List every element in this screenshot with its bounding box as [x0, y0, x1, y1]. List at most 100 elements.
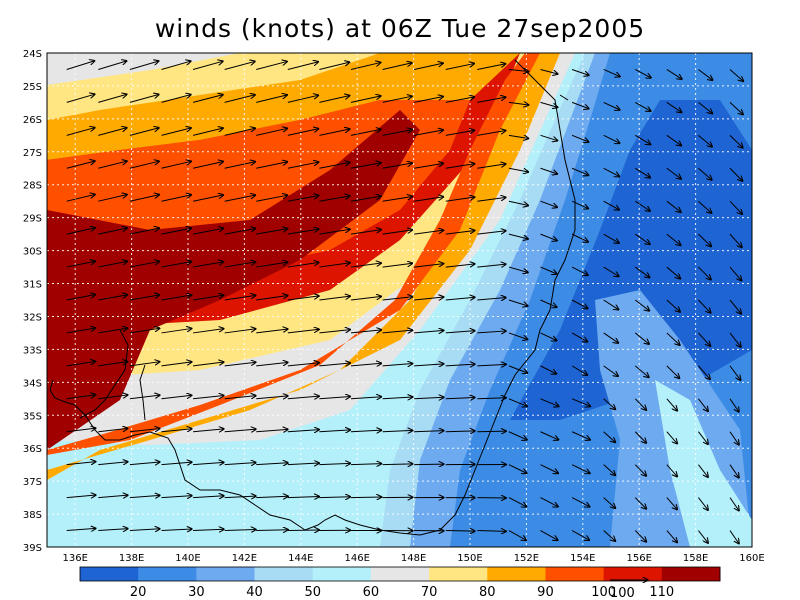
- wind-vector: [287, 229, 319, 235]
- wind-vector: [382, 130, 413, 136]
- wind-vector: [161, 128, 191, 136]
- wind-vector: [445, 364, 475, 366]
- wind-vector: [66, 128, 95, 136]
- wind-vector: [287, 530, 320, 531]
- wind-vector: [414, 364, 444, 366]
- wind-vector: [350, 129, 381, 136]
- colorbar-swatch: [138, 567, 197, 581]
- lon-tick-label: 140E: [175, 553, 200, 564]
- wind-vector: [414, 297, 444, 300]
- wind-vector: [161, 295, 191, 301]
- wind-vector: [161, 161, 191, 169]
- wind-vector: [193, 429, 224, 432]
- wind-vector: [508, 365, 528, 373]
- wind-vector: [414, 330, 444, 333]
- lat-tick-label: 24S: [23, 49, 42, 60]
- wind-vector: [445, 130, 475, 136]
- wind-vector: [414, 397, 444, 399]
- wind-vector: [350, 397, 382, 399]
- wind-vector: [414, 431, 444, 432]
- wind-vector: [382, 397, 413, 399]
- wind-vector: [98, 161, 127, 169]
- wind-vector: [414, 130, 443, 136]
- wind-vector: [319, 96, 349, 103]
- wind-vector: [192, 161, 223, 169]
- wind-vector: [571, 299, 588, 309]
- wind-vector: [382, 196, 413, 202]
- wind-vector: [287, 430, 320, 432]
- wind-vector: [603, 398, 616, 410]
- colorbar-label: 80: [479, 585, 496, 600]
- wind-vector: [256, 162, 287, 169]
- colorbar-label: 40: [246, 585, 263, 600]
- wind-vector: [634, 431, 646, 443]
- wind-vector: [634, 332, 649, 344]
- wind-vector: [666, 464, 678, 477]
- wind-vector: [350, 263, 381, 268]
- wind-vector: [287, 62, 319, 70]
- wind-vector: [161, 496, 192, 498]
- wind-vector: [224, 162, 256, 169]
- wind-vector: [161, 195, 191, 202]
- colorbar-swatch: [80, 567, 139, 581]
- lat-tick-label: 39S: [23, 543, 42, 554]
- wind-vector: [98, 94, 127, 103]
- wind-vector: [540, 398, 559, 407]
- wind-vector: [256, 329, 288, 334]
- wind-vector: [192, 262, 224, 268]
- wind-vector: [319, 463, 350, 464]
- wind-vector: [382, 263, 413, 268]
- wind-vector: [634, 464, 646, 476]
- wind-vector: [666, 398, 678, 411]
- wind-vector: [287, 497, 320, 498]
- colorbar-swatch: [487, 567, 546, 581]
- wind-vector: [66, 228, 96, 235]
- wind-vector: [634, 200, 650, 211]
- wind-vector: [698, 464, 708, 478]
- lat-tick-label: 31S: [23, 280, 42, 291]
- wind-vector: [571, 134, 589, 142]
- wind-vectors: [66, 61, 744, 544]
- lon-tick-label: 144E: [288, 553, 313, 564]
- wind-vector: [603, 332, 619, 343]
- wind-vector: [445, 297, 475, 300]
- wind-vector: [161, 395, 191, 400]
- wind-vector: [666, 497, 678, 510]
- wind-vector: [635, 69, 651, 77]
- wind-vector: [540, 101, 558, 107]
- wind-vector: [319, 129, 349, 136]
- wind-vector: [540, 464, 559, 474]
- wind-vector: [729, 398, 739, 412]
- colorbar-swatch: [254, 567, 314, 581]
- wind-vector: [256, 362, 288, 367]
- wind-vector: [508, 464, 527, 474]
- lat-tick-label: 34S: [23, 378, 42, 389]
- colorbar-label: 110: [649, 585, 674, 600]
- wind-vector: [129, 295, 160, 301]
- wind-vector: [256, 128, 287, 136]
- wind-vector: [224, 529, 257, 530]
- wind-vector: [508, 497, 527, 507]
- wind-vector: [634, 398, 646, 410]
- wind-vector: [66, 328, 96, 334]
- wind-vector: [98, 395, 127, 400]
- wind-vector: [129, 195, 159, 202]
- wind-vector: [414, 97, 443, 103]
- wind-vector: [98, 462, 128, 465]
- wind-vector: [445, 230, 475, 235]
- wind-vector: [729, 233, 742, 247]
- wind-vector: [634, 134, 650, 144]
- wind-vector: [224, 262, 256, 268]
- wind-vector: [319, 396, 350, 398]
- wind-vector: [571, 101, 589, 108]
- wind-vector: [193, 395, 224, 400]
- wind-vector: [698, 431, 708, 445]
- coastline: [49, 59, 576, 536]
- latitude-labels: 24S 25S 26S 27S 28S 29S 30S 31S 32S 33S 34S 35S 36S 3…: [23, 49, 42, 554]
- wind-vector: [350, 464, 382, 465]
- lat-tick-label: 37S: [23, 477, 42, 488]
- wind-vector: [603, 200, 620, 210]
- wind-vector: [540, 68, 558, 74]
- wind-vector: [729, 332, 741, 347]
- wind-vector: [161, 61, 190, 70]
